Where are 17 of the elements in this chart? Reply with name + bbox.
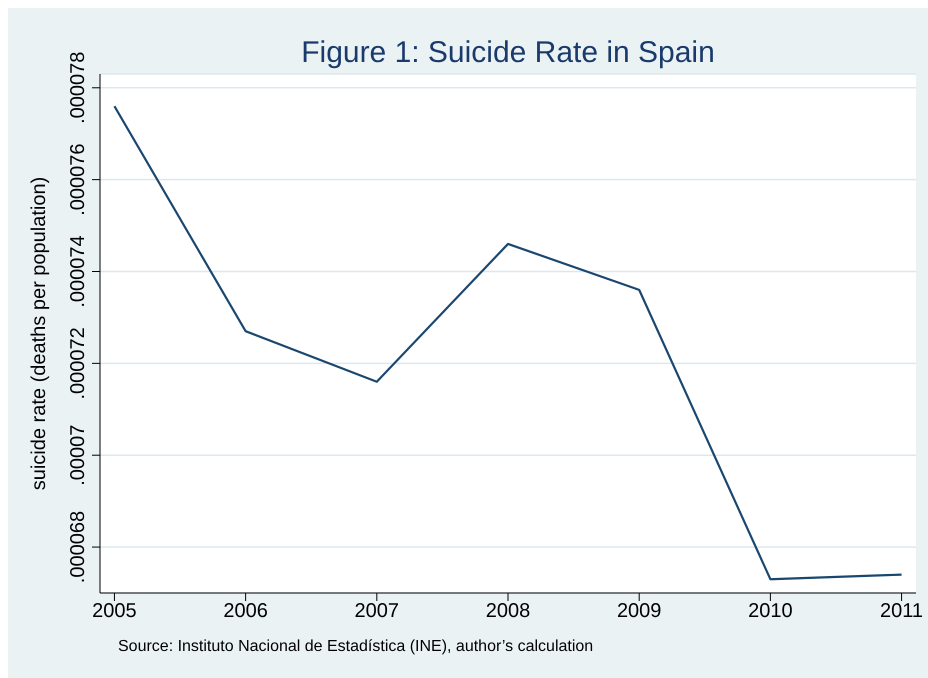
- x-tick-label: 2006: [223, 600, 268, 622]
- x-tick-label: 2007: [354, 600, 400, 622]
- x-tick-label: 2010: [748, 600, 793, 622]
- y-tick-label: .000072: [67, 327, 89, 400]
- y-tick-label: .000078: [67, 52, 89, 124]
- line-series: [113, 105, 903, 580]
- x-tick-label: 2009: [616, 600, 662, 622]
- y-tick-label: .00007: [67, 424, 89, 486]
- source-note: Source: Instituto Nacional de Estadística (INE), author’s calculation: [118, 638, 594, 656]
- y-tick-label: .000074: [67, 235, 89, 308]
- x-tick-label: 2008: [486, 600, 530, 622]
- x-tick-label: 2005: [92, 600, 137, 622]
- y-tick-label: .000076: [67, 143, 89, 216]
- y-tick-label: .000068: [67, 510, 89, 584]
- chart-title: Figure 1: Suicide Rate in Spain: [300, 36, 716, 70]
- y-axis-title: suicide rate (deaths per population): [28, 176, 50, 490]
- x-tick-label: 2011: [880, 600, 924, 622]
